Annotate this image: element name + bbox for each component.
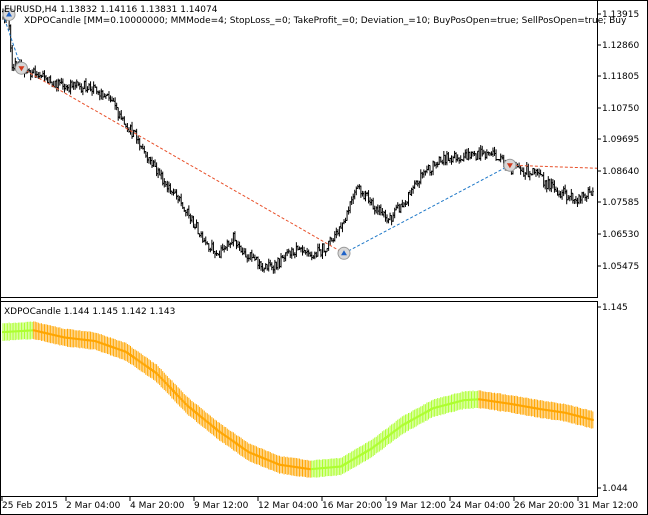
time-label: 16 Mar 20:00 [322, 501, 382, 511]
price-label: 1.07585 [602, 198, 639, 208]
open-trade-line [509, 164, 598, 169]
trade-lines [2, 14, 598, 254]
time-label: 24 Mar 04:00 [450, 501, 510, 511]
price-label: 1.13915 [602, 10, 639, 20]
time-scale[interactable]: 25 Feb 2015 2 Mar 04:00 4 Mar 20:00 9 Ma… [1, 497, 638, 511]
buy-arrow-icon [6, 11, 12, 17]
sell-arrow-icon [506, 163, 513, 169]
buy-trade-line [2, 14, 22, 69]
main-window[interactable] [0, 0, 598, 298]
time-label: 2 Mar 04:00 [66, 501, 121, 511]
main-header: EURUSD,H4 1.13832 1.14116 1.13831 1.1407… [4, 5, 218, 15]
time-label: 12 Mar 04:00 [258, 501, 318, 511]
buy-marker[interactable] [337, 246, 351, 260]
indicator-window[interactable] [0, 301, 598, 497]
indicator-bars [2, 321, 594, 478]
price-label: 1.09695 [602, 135, 639, 145]
price-label: 1.11805 [602, 72, 639, 82]
time-label: 19 Mar 12:00 [386, 501, 446, 511]
sell-trade-line [21, 67, 345, 254]
price-label: 1.12860 [602, 41, 639, 51]
ea-parameters: XDPOCandle [MM=0.10000000; MMMode=4; Sto… [24, 16, 627, 26]
time-label: 26 Mar 20:00 [514, 501, 574, 511]
indicator-price-label: 1.044 [602, 484, 628, 494]
price-label: 1.06530 [602, 230, 639, 240]
buy-trade-line [343, 164, 511, 254]
sell-arrow-icon [18, 66, 25, 72]
price-label: 1.05475 [602, 262, 639, 272]
buy-arrow-icon [340, 250, 347, 256]
indicator-header: XDPOCandle 1.144 1.145 1.142 1.143 [4, 307, 175, 317]
time-label: 25 Feb 2015 [2, 501, 58, 511]
time-label: 4 Mar 20:00 [130, 501, 185, 511]
indicator-scale[interactable]: 1.145 1.044 [598, 303, 628, 494]
price-bars [2, 8, 594, 274]
price-scale[interactable]: 1.13915 1.12860 1.11805 1.10750 1.09695 … [598, 10, 639, 272]
price-label: 1.08640 [602, 167, 639, 177]
price-label: 1.10750 [602, 104, 639, 114]
buy-marker[interactable] [2, 7, 16, 21]
sell-marker[interactable] [503, 158, 517, 172]
sell-marker[interactable] [14, 61, 28, 75]
price-bar [591, 187, 594, 196]
trade-markers[interactable] [2, 7, 517, 260]
indicator-price-label: 1.145 [602, 303, 628, 313]
time-label: 31 Mar 12:00 [578, 501, 638, 511]
time-label: 9 Mar 12:00 [194, 501, 249, 511]
